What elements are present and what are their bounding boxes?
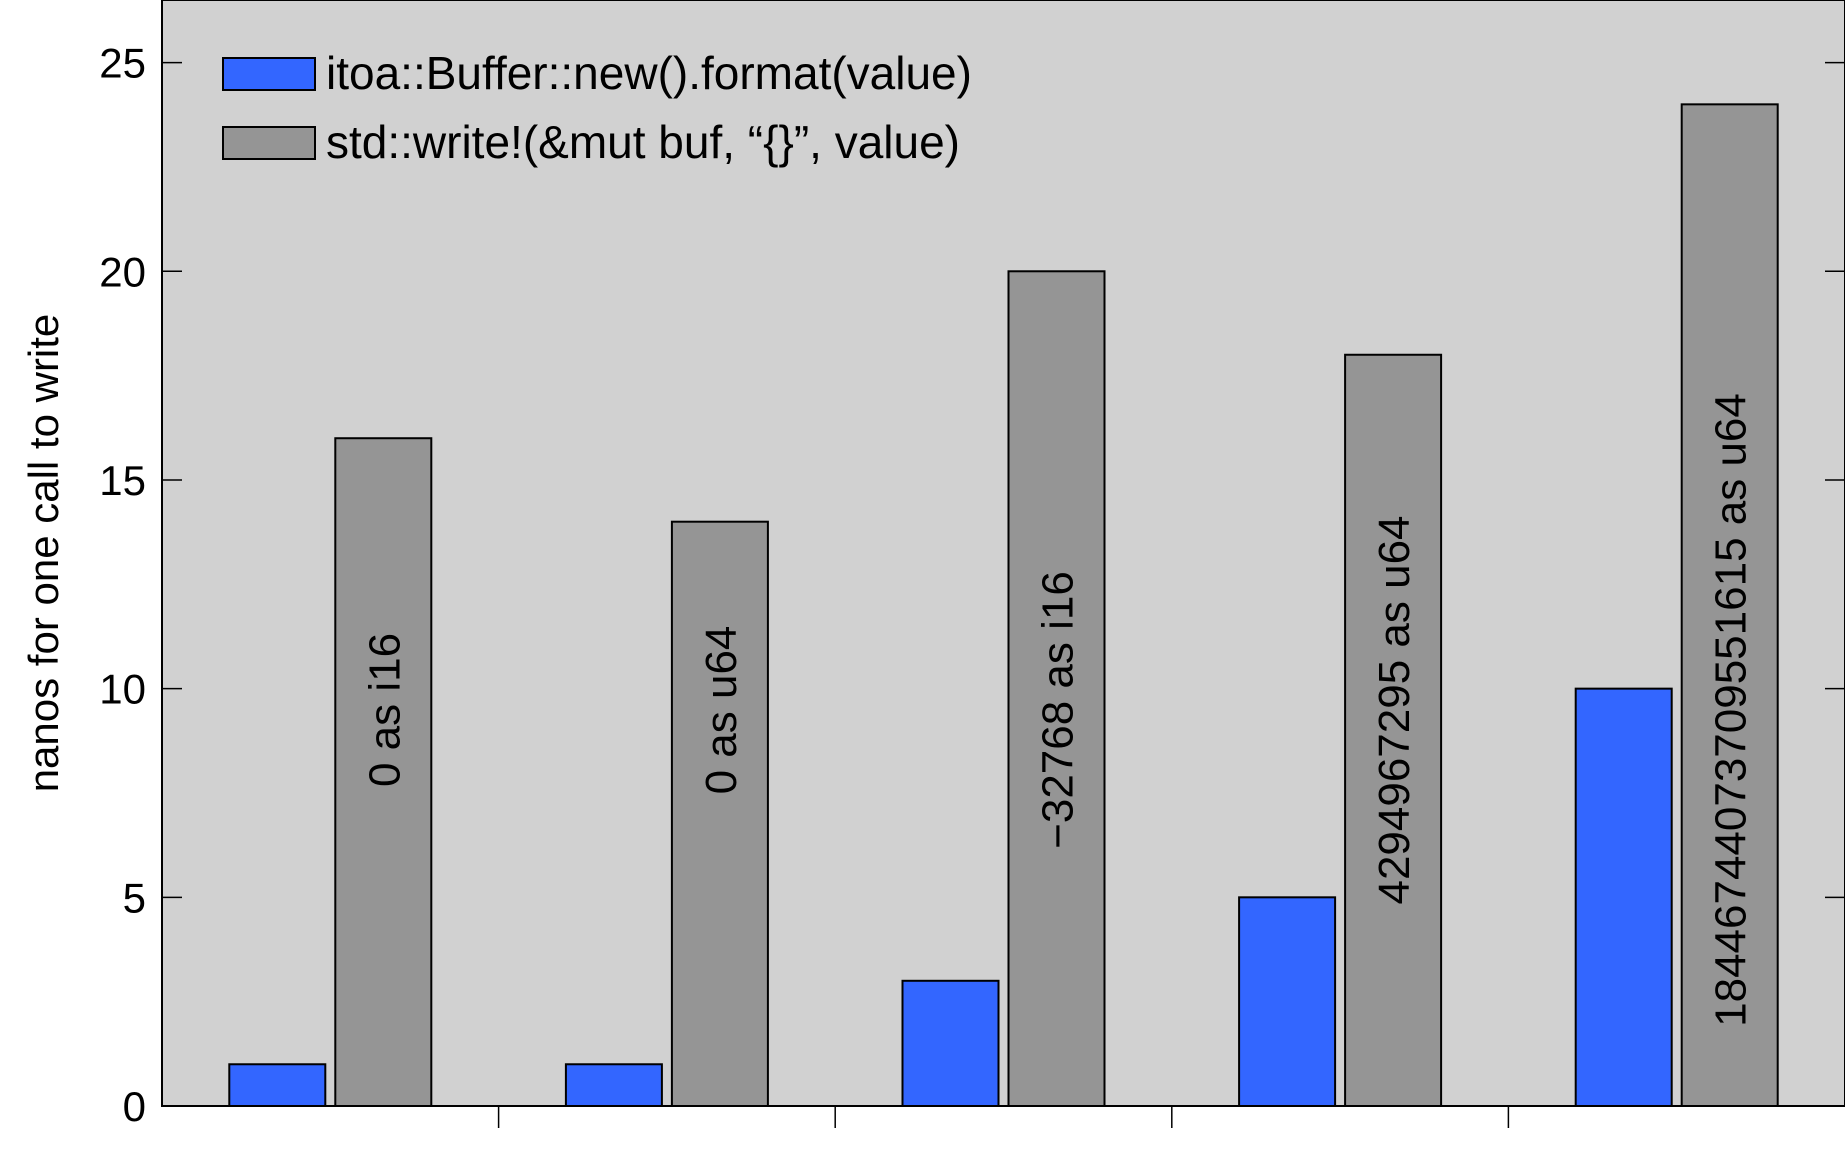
bar-series-0-cat-0: [228, 1063, 327, 1108]
bar-series-0-cat-3: [1238, 896, 1337, 1107]
bar-series-1-cat-1: [670, 520, 769, 1107]
category-label: 0 as u64: [697, 626, 746, 795]
x-axis-ticks: [497, 1106, 1510, 1128]
category-label: −32768 as i16: [1034, 571, 1083, 849]
plot-area: [162, 0, 1845, 1106]
legend-swatch-itoa: [222, 57, 316, 91]
category-label: 18446744073709551615 as u64: [1707, 393, 1756, 1027]
legend-label-std-write: std::write!(&mut buf, “{}”, value): [326, 116, 960, 168]
legend-label-itoa: itoa::Buffer::new().format(value): [326, 47, 972, 99]
category-label: 4294967295 as u64: [1370, 515, 1419, 904]
legend: itoa::Buffer::new().format(value) std::w…: [222, 47, 972, 168]
bar-series-0-cat-1: [564, 1063, 663, 1108]
bar-series-0-cat-4: [1574, 687, 1673, 1107]
y-tick-label: 25: [99, 40, 146, 87]
y-tick-label: 5: [123, 874, 146, 921]
bar-series-1-cat-0: [334, 437, 433, 1107]
y-tick-label: 20: [99, 248, 146, 295]
y-tick-label: 10: [99, 666, 146, 713]
category-labels: 0 as i16 0 as u64 −32768 as i16 4294967295 …: [360, 393, 1755, 1027]
category-label: 0 as i16: [360, 633, 409, 787]
bar-series-0-cat-2: [901, 979, 1000, 1108]
y-axis-ticks: 0 5 10 15 20 25: [99, 40, 1845, 1130]
y-axis-title: nanos for one call to write: [20, 314, 67, 793]
legend-swatch-std-write: [222, 126, 316, 160]
bar-series-1-cat-3: [1344, 353, 1443, 1108]
y-tick-label: 15: [99, 457, 146, 504]
y-tick-label: 0: [123, 1083, 146, 1130]
bar-series-1-cat-4: [1680, 103, 1779, 1108]
plot-frame: [161, 0, 1845, 1107]
